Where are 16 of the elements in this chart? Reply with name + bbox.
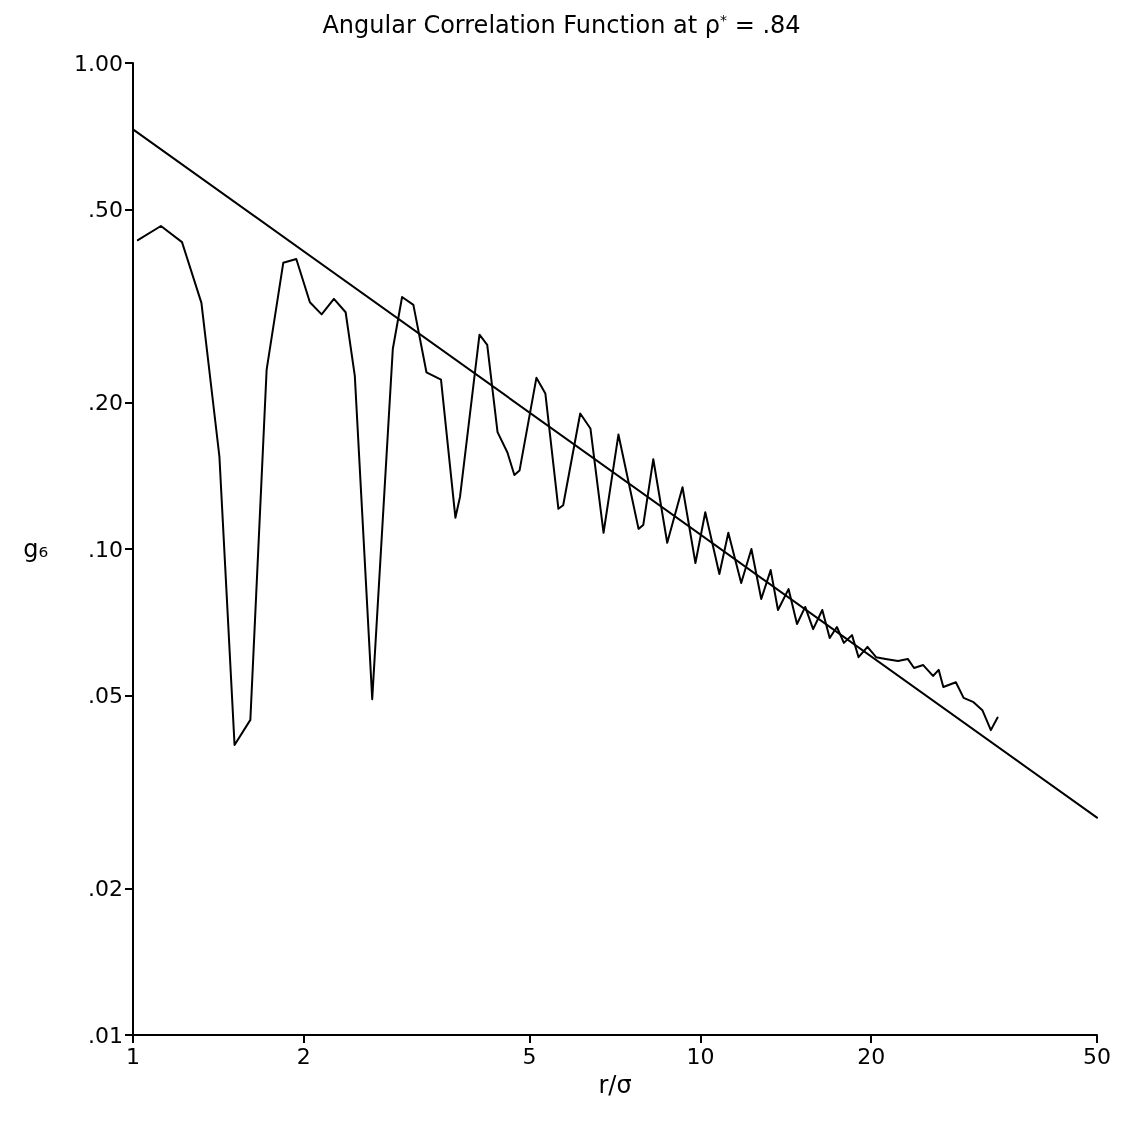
chart-title: Angular Correlation Function at ρ* = .84 [322, 11, 801, 39]
x-tick-label: 20 [857, 1043, 886, 1069]
x-axis-title: r/σ [598, 1071, 632, 1099]
x-tick-label: 2 [296, 1043, 311, 1069]
y-tick-label: .02 [88, 876, 123, 902]
y-tick-label: .20 [88, 390, 123, 416]
x-tick-label: 5 [522, 1043, 537, 1069]
y-tick-label: .50 [88, 196, 123, 222]
y-tick-label: .10 [88, 536, 123, 562]
y-tick-label: .05 [88, 682, 123, 708]
x-tick-label: 1 [126, 1043, 140, 1069]
y-axis-title: g₆ [23, 535, 48, 563]
x-tick-label: 50 [1083, 1043, 1111, 1069]
y-tick-label: .01 [88, 1022, 123, 1048]
x-tick-label: 10 [686, 1043, 715, 1069]
y-tick-label: 1.00 [74, 50, 123, 76]
